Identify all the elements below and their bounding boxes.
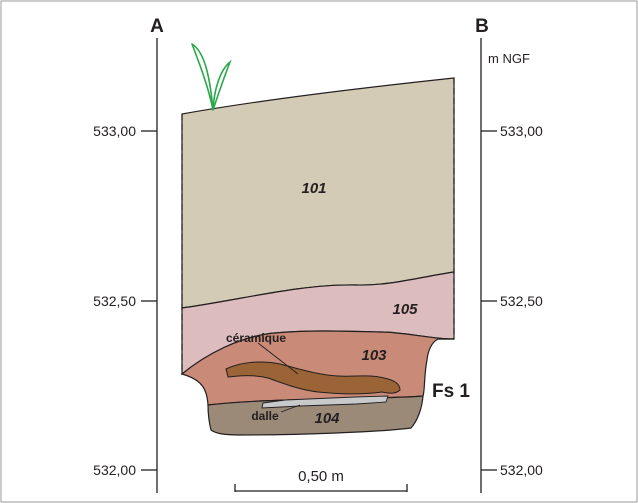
tick-label-right-532-50: 532,50: [500, 293, 543, 309]
tick-label-right-533-00: 533,00: [500, 123, 543, 139]
plant-icon: [191, 43, 232, 111]
slab-leader: [280, 404, 301, 413]
axis-label-b: B: [475, 16, 489, 37]
scale-bar-label: 0,50 m: [298, 468, 344, 485]
tick-label-right-532-00: 532,00: [500, 462, 543, 478]
ceramic-label: céramique: [226, 331, 286, 345]
tick-label-left-532-00: 532,00: [93, 462, 136, 478]
layer-label-105: 105: [392, 301, 418, 318]
stone-slab: [261, 395, 389, 409]
ceramic-fragment: [225, 361, 401, 395]
tick-label-left-533-00: 533,00: [93, 123, 136, 139]
layer-label-101: 101: [301, 180, 326, 197]
slab-label: dalle: [251, 409, 279, 423]
tick-label-left-532-50: 532,50: [93, 293, 136, 309]
layer-label-103: 103: [361, 347, 387, 364]
unit-label: m NGF: [488, 51, 530, 66]
axis-label-a: A: [150, 16, 164, 37]
layer-label-104: 104: [314, 410, 340, 427]
ceramic-leader: [257, 342, 299, 375]
feature-label: Fs 1: [432, 381, 470, 402]
